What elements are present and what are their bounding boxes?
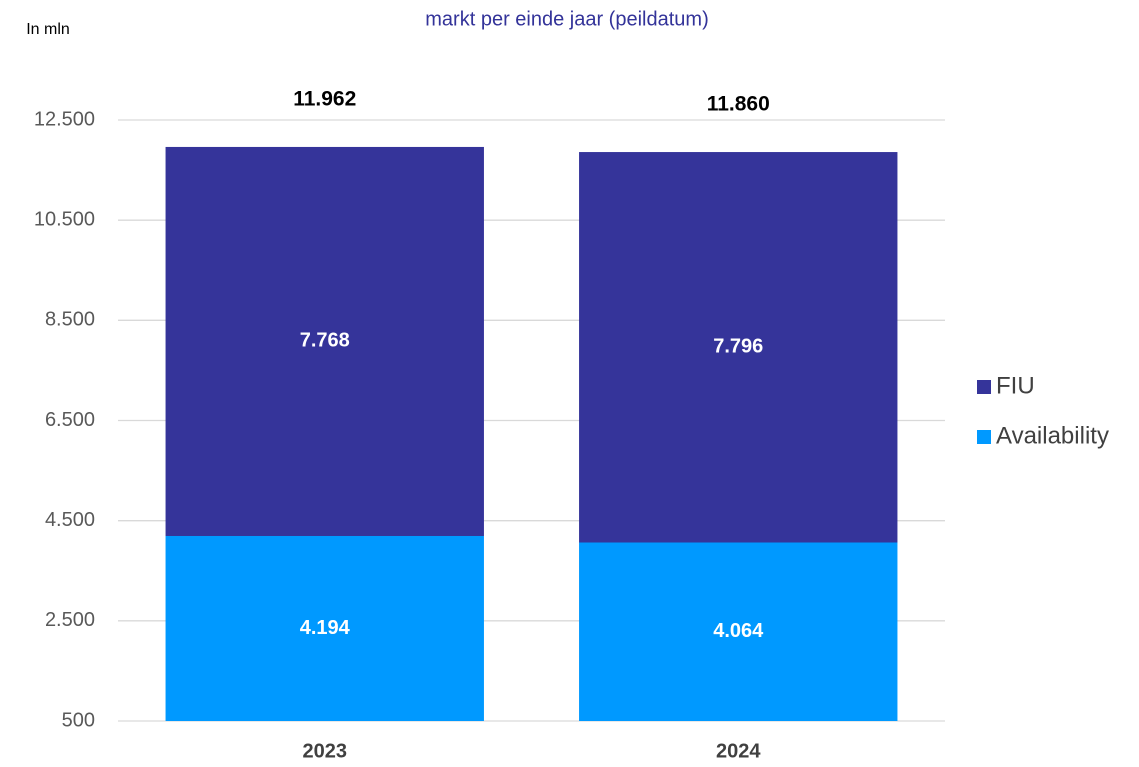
data-label: 7.768	[300, 330, 350, 352]
bar-segment	[165, 146, 484, 536]
legend-label: Availability	[996, 422, 1109, 449]
legend-swatch	[977, 430, 991, 444]
bar-segment	[165, 535, 484, 721]
data-label: 7.796	[713, 336, 763, 358]
y-tick-label: 8.500	[45, 309, 95, 331]
legend-label: FIU	[996, 372, 1035, 399]
chart-title: markt per einde jaar (peildatum)	[425, 8, 708, 30]
data-label: 4.194	[300, 617, 351, 639]
y-tick-label: 2.500	[45, 609, 95, 631]
y-tick-label: 4.500	[45, 509, 95, 531]
total-label: 11.962	[293, 87, 356, 110]
y-tick-label: 500	[62, 709, 95, 731]
y-tick-label: 10.500	[34, 208, 95, 230]
bar-segment	[579, 542, 898, 721]
total-label: 11.860	[707, 93, 770, 116]
x-tick-label: 2023	[303, 740, 348, 762]
data-label: 4.064	[713, 620, 764, 642]
legend-swatch	[977, 380, 991, 394]
y-tick-label: 6.500	[45, 409, 95, 431]
bar-segment	[579, 152, 898, 543]
x-tick-label: 2024	[716, 740, 761, 762]
y-axis-label: In mln	[26, 21, 70, 38]
y-tick-label: 12.500	[34, 108, 95, 130]
